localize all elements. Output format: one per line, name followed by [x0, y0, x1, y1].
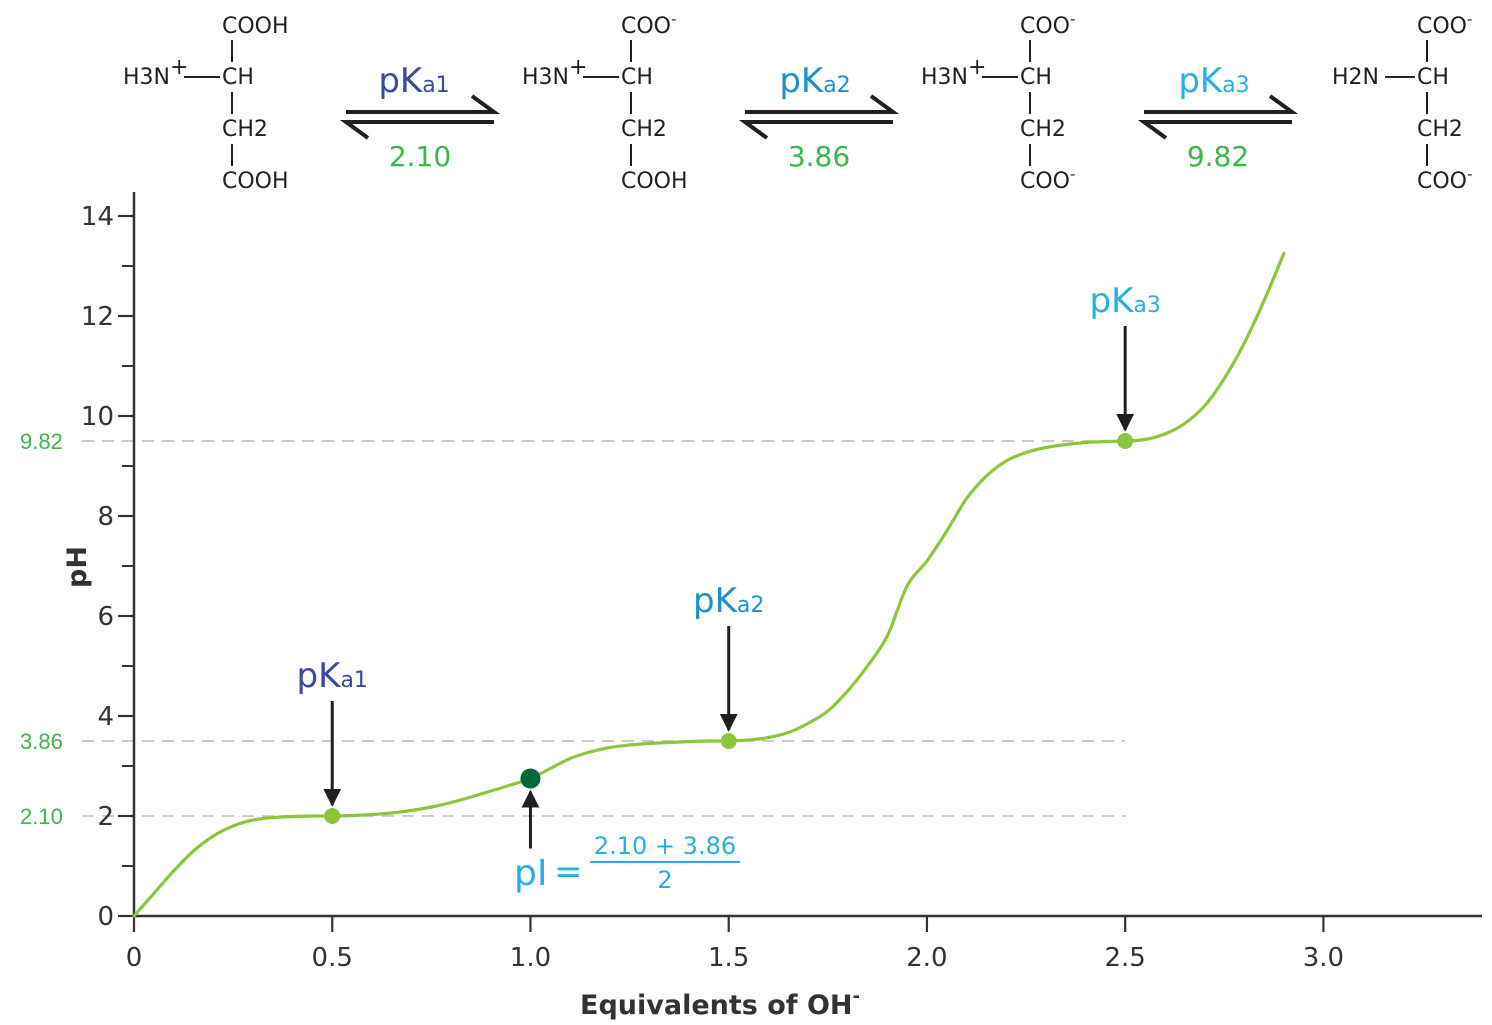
- left-charge: +: [968, 55, 986, 80]
- pi-point: [520, 768, 541, 789]
- center-atom: CH: [1020, 65, 1052, 90]
- y-tick-label: 8: [97, 502, 114, 532]
- bottom-group: COO-: [1417, 165, 1472, 194]
- bottom-group: COOH: [621, 169, 688, 194]
- forward-arrow: [745, 94, 900, 114]
- center-atom: CH: [222, 65, 254, 90]
- structure-1: COOH H3N + CH CH2 COOH: [123, 14, 289, 194]
- pi-annotation: pI = 2.10 + 3.86 2: [514, 832, 740, 894]
- equilibrium-label: pKa2: [779, 61, 850, 101]
- x-tick-label: 3.0: [1303, 943, 1344, 973]
- left-charge: +: [569, 55, 587, 80]
- x-tick-label: 1.5: [708, 943, 749, 973]
- equilibrium-1: pKa1 2.10: [339, 61, 501, 173]
- y-tick-label: 12: [81, 302, 114, 332]
- pka-annotation-3: pKa3: [1089, 281, 1160, 321]
- pi-label: pI: [514, 853, 547, 894]
- y-tick-label: 6: [97, 602, 114, 632]
- structure-2: COO- H3N + CH CH2 COOH: [522, 10, 688, 194]
- reverse-arrow: [1137, 120, 1292, 140]
- top-group: COO-: [1020, 10, 1075, 39]
- left-group: H3N: [522, 65, 569, 90]
- middle-group: CH2: [222, 117, 268, 142]
- equilibrium-2: pKa2 3.86: [738, 61, 900, 173]
- pka-annotation-1: pKa1: [297, 656, 368, 696]
- top-group: COOH: [222, 14, 289, 39]
- left-group: H3N: [921, 65, 968, 90]
- middle-group: CH2: [1020, 117, 1066, 142]
- structure-3: COO- H3N + CH CH2 COO-: [921, 10, 1075, 194]
- equilibrium-value: 2.10: [389, 140, 451, 173]
- forward-arrow: [1144, 94, 1299, 114]
- middle-group: CH2: [1417, 117, 1463, 142]
- y-tick-label: 0: [97, 902, 114, 932]
- forward-arrow: [346, 94, 501, 114]
- reference-label-1: 2.10: [20, 804, 63, 829]
- x-tick-label: 1.0: [510, 943, 551, 973]
- y-tick-label: 14: [81, 202, 114, 232]
- y-tick-label: 2: [97, 802, 114, 832]
- points: [324, 433, 1134, 824]
- x-tick-label: 2.5: [1104, 943, 1145, 973]
- top-group: COO-: [621, 10, 676, 39]
- equilibrium-value: 3.86: [788, 140, 850, 173]
- bottom-group: COOH: [222, 169, 289, 194]
- pka-point-3: [1117, 433, 1134, 449]
- reverse-arrow: [339, 120, 494, 140]
- ticks: 0 2 4 6 8 10 12 14 0 0.5 1.0 1.5 2.0 2.5 3.0: [81, 202, 1344, 973]
- annotations: pKa1 pKa2 pKa3: [297, 281, 1161, 849]
- reference-label-3: 9.82: [20, 429, 63, 454]
- pi-equals: =: [554, 852, 583, 892]
- equilibrium-label: pKa3: [1178, 61, 1249, 101]
- top-group: COO-: [1417, 10, 1472, 39]
- reference-lines: 2.10 3.86 9.82: [20, 429, 1126, 829]
- center-atom: CH: [1417, 65, 1449, 90]
- axes: [132, 192, 1482, 918]
- y-tick-label: 4: [97, 702, 114, 732]
- y-tick-label: 10: [81, 402, 114, 432]
- center-atom: CH: [621, 65, 653, 90]
- left-group: H3N: [123, 65, 170, 90]
- pka-point-2: [720, 733, 737, 749]
- middle-group: CH2: [621, 117, 667, 142]
- pka-annotation-2: pKa2: [693, 581, 764, 621]
- x-tick-label: 2.0: [906, 943, 947, 973]
- pka-point-1: [324, 808, 341, 824]
- equilibrium-3: pKa3 9.82: [1137, 61, 1299, 173]
- equilibrium-value: 9.82: [1187, 140, 1249, 173]
- x-axis-title: Equivalents of OH-: [580, 986, 860, 1021]
- x-tick-label: 0.5: [312, 943, 353, 973]
- reference-label-2: 3.86: [20, 729, 63, 754]
- pi-numerator: 2.10 + 3.86: [594, 832, 736, 860]
- bottom-group: COO-: [1020, 165, 1075, 194]
- y-axis-title: pH: [62, 546, 93, 588]
- titration-chart: 2.10 3.86 9.82 0 2 4 6 8 10 12 14 0 0.5 1.0 1.5 2.0 2.5…: [20, 192, 1482, 1021]
- x-tick-label: 0: [126, 943, 143, 973]
- left-charge: +: [170, 55, 188, 80]
- left-group: H2N: [1332, 65, 1379, 90]
- equilibrium-label: pKa1: [378, 61, 449, 101]
- pi-denominator: 2: [657, 866, 672, 894]
- reverse-arrow: [738, 120, 893, 140]
- structure-4: COO- H2N CH CH2 COO-: [1332, 10, 1472, 194]
